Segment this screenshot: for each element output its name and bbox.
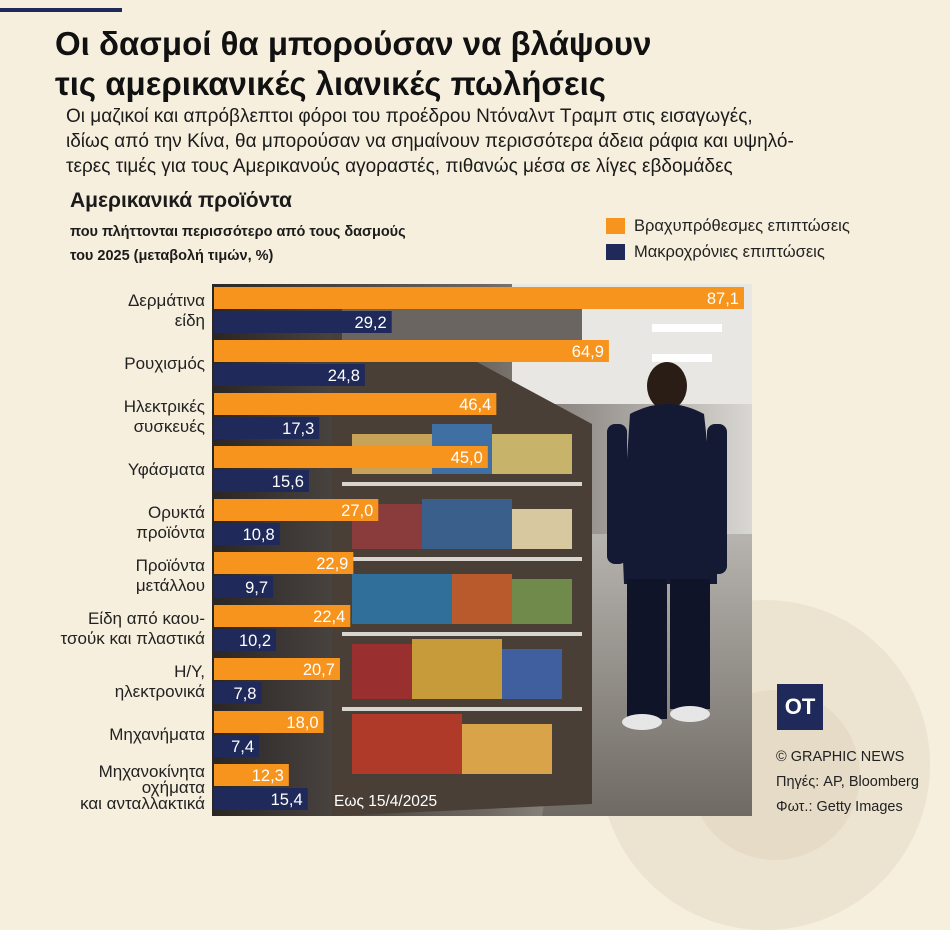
value-label-short-term-4: 27,0 bbox=[341, 502, 373, 520]
value-label-short-term-7: 20,7 bbox=[303, 661, 335, 679]
value-label-long-term-3: 15,6 bbox=[272, 473, 304, 491]
subtitle-line-2: ιδίως από την Κίνα, θα μπορούσαν να σημα… bbox=[66, 131, 794, 152]
value-label-short-term-5: 22,9 bbox=[316, 555, 348, 573]
value-label-long-term-8: 7,4 bbox=[231, 738, 254, 756]
bar-short-term-1 bbox=[214, 340, 609, 362]
bar-short-term-8 bbox=[214, 711, 324, 733]
top-rule bbox=[0, 8, 122, 12]
legend-swatch-long-term bbox=[606, 244, 625, 260]
category-label-5: Προϊόντα bbox=[136, 556, 206, 575]
value-label-long-term-4: 10,8 bbox=[243, 526, 275, 544]
bar-short-term-2 bbox=[214, 393, 497, 415]
value-label-short-term-6: 22,4 bbox=[313, 608, 345, 626]
category-label-0: είδη bbox=[175, 311, 205, 330]
bar-long-term-1 bbox=[214, 364, 365, 386]
title-line-1: Οι δασμοί θα μπορούσαν να βλάψουν bbox=[55, 25, 652, 62]
bar-short-term-0 bbox=[214, 287, 744, 309]
credits: © GRAPHIC NEWS Πηγές: AP, Bloomberg Φωτ.… bbox=[776, 745, 919, 820]
chart-title: Αμερικανικά προϊόντα bbox=[70, 189, 292, 212]
credit-graphic-news: © GRAPHIC NEWS bbox=[776, 749, 905, 765]
bar-long-term-0 bbox=[214, 311, 392, 333]
chart-subtitle-line-2: του 2025 (μεταβολή τιμών, %) bbox=[70, 248, 274, 264]
bar-short-term-5 bbox=[214, 552, 354, 574]
bar-short-term-4 bbox=[214, 499, 379, 521]
bar-short-term-9 bbox=[214, 764, 289, 786]
ot-logo: OT bbox=[777, 684, 823, 730]
subtitle-line-1: Οι μαζικοί και απρόβλεπτοι φόροι του προ… bbox=[66, 106, 753, 127]
store-aisle-photo bbox=[212, 284, 752, 816]
date-note: Εως 15/4/2025 bbox=[334, 793, 438, 810]
legend-label-short-term: Βραχυπρόθεσμες επιπτώσεις bbox=[634, 216, 850, 235]
bar-long-term-5 bbox=[214, 576, 274, 598]
value-label-long-term-6: 10,2 bbox=[239, 632, 271, 650]
value-label-short-term-3: 45,0 bbox=[451, 449, 483, 467]
category-label-2: συσκευές bbox=[134, 417, 205, 436]
bar-long-term-9 bbox=[214, 788, 308, 810]
value-label-short-term-9: 12,3 bbox=[252, 767, 284, 785]
category-label-8: Μηχανήματα bbox=[109, 725, 205, 744]
bar-long-term-7 bbox=[214, 682, 262, 704]
value-label-long-term-1: 24,8 bbox=[328, 367, 360, 385]
shopper-figure bbox=[607, 362, 727, 730]
category-label-6: Είδη από καου- bbox=[88, 609, 205, 628]
bar-long-term-6 bbox=[214, 629, 277, 651]
value-label-short-term-0: 87,1 bbox=[707, 290, 739, 308]
bar-long-term-4 bbox=[214, 523, 280, 545]
bar-long-term-3 bbox=[214, 470, 309, 492]
value-label-long-term-7: 7,8 bbox=[234, 685, 257, 703]
page-title: Οι δασμοί θα μπορούσαν να βλάψουν τις αμ… bbox=[55, 24, 875, 104]
legend-item-long-term: Μακροχρόνιες επιπτώσεις bbox=[606, 240, 850, 264]
value-label-long-term-2: 17,3 bbox=[282, 420, 314, 438]
category-label-4: προϊόντα bbox=[136, 523, 205, 542]
category-label-7: ηλεκτρονικά bbox=[115, 682, 205, 701]
category-label-4: Ορυκτά bbox=[148, 503, 205, 522]
category-label-9: οχήματα bbox=[142, 778, 205, 797]
title-line-2: τις αμερικανικές λιανικές πωλήσεις bbox=[55, 65, 606, 102]
value-label-long-term-0: 29,2 bbox=[355, 314, 387, 332]
legend-item-short-term: Βραχυπρόθεσμες επιπτώσεις bbox=[606, 214, 850, 238]
subtitle-line-3: τερες τιμές για τους Αμερικανούς αγοραστ… bbox=[66, 156, 733, 177]
category-label-9: και ανταλλακτικά bbox=[80, 794, 205, 813]
credit-photo: Φωτ.: Getty Images bbox=[776, 799, 903, 815]
bar-short-term-6 bbox=[214, 605, 351, 627]
legend-label-long-term: Μακροχρόνιες επιπτώσεις bbox=[634, 242, 825, 261]
category-label-6: τσούκ και πλαστικά bbox=[61, 629, 206, 648]
chart-subtitle: που πλήττονται περισσότερο από τους δασμ… bbox=[70, 220, 490, 268]
bar-long-term-2 bbox=[214, 417, 320, 439]
category-label-9: Μηχανοκίνητα bbox=[99, 762, 206, 781]
category-label-1: Ρουχισμός bbox=[124, 354, 205, 373]
bar-short-term-3 bbox=[214, 446, 488, 468]
value-label-long-term-5: 9,7 bbox=[245, 579, 268, 597]
legend: Βραχυπρόθεσμες επιπτώσεις Μακροχρόνιες ε… bbox=[606, 214, 850, 266]
category-label-7: Η/Υ, bbox=[174, 662, 205, 681]
credit-sources: Πηγές: AP, Bloomberg bbox=[776, 774, 919, 790]
category-label-5: μετάλλου bbox=[136, 576, 205, 595]
bar-short-term-7 bbox=[214, 658, 340, 680]
value-label-short-term-8: 18,0 bbox=[286, 714, 318, 732]
category-label-3: Υφάσματα bbox=[128, 460, 205, 479]
category-label-0: Δερμάτινα bbox=[128, 291, 205, 310]
value-label-short-term-2: 46,4 bbox=[459, 396, 491, 414]
category-label-2: Ηλεκτρικές bbox=[124, 397, 205, 416]
value-label-long-term-9: 15,4 bbox=[271, 791, 303, 809]
bar-long-term-8 bbox=[214, 735, 260, 757]
page-subtitle: Οι μαζικοί και απρόβλεπτοι φόροι του προ… bbox=[66, 104, 936, 179]
legend-swatch-short-term bbox=[606, 218, 625, 234]
chart-subtitle-line-1: που πλήττονται περισσότερο από τους δασμ… bbox=[70, 224, 406, 240]
store-shelves bbox=[332, 284, 592, 816]
value-label-short-term-1: 64,9 bbox=[572, 343, 604, 361]
